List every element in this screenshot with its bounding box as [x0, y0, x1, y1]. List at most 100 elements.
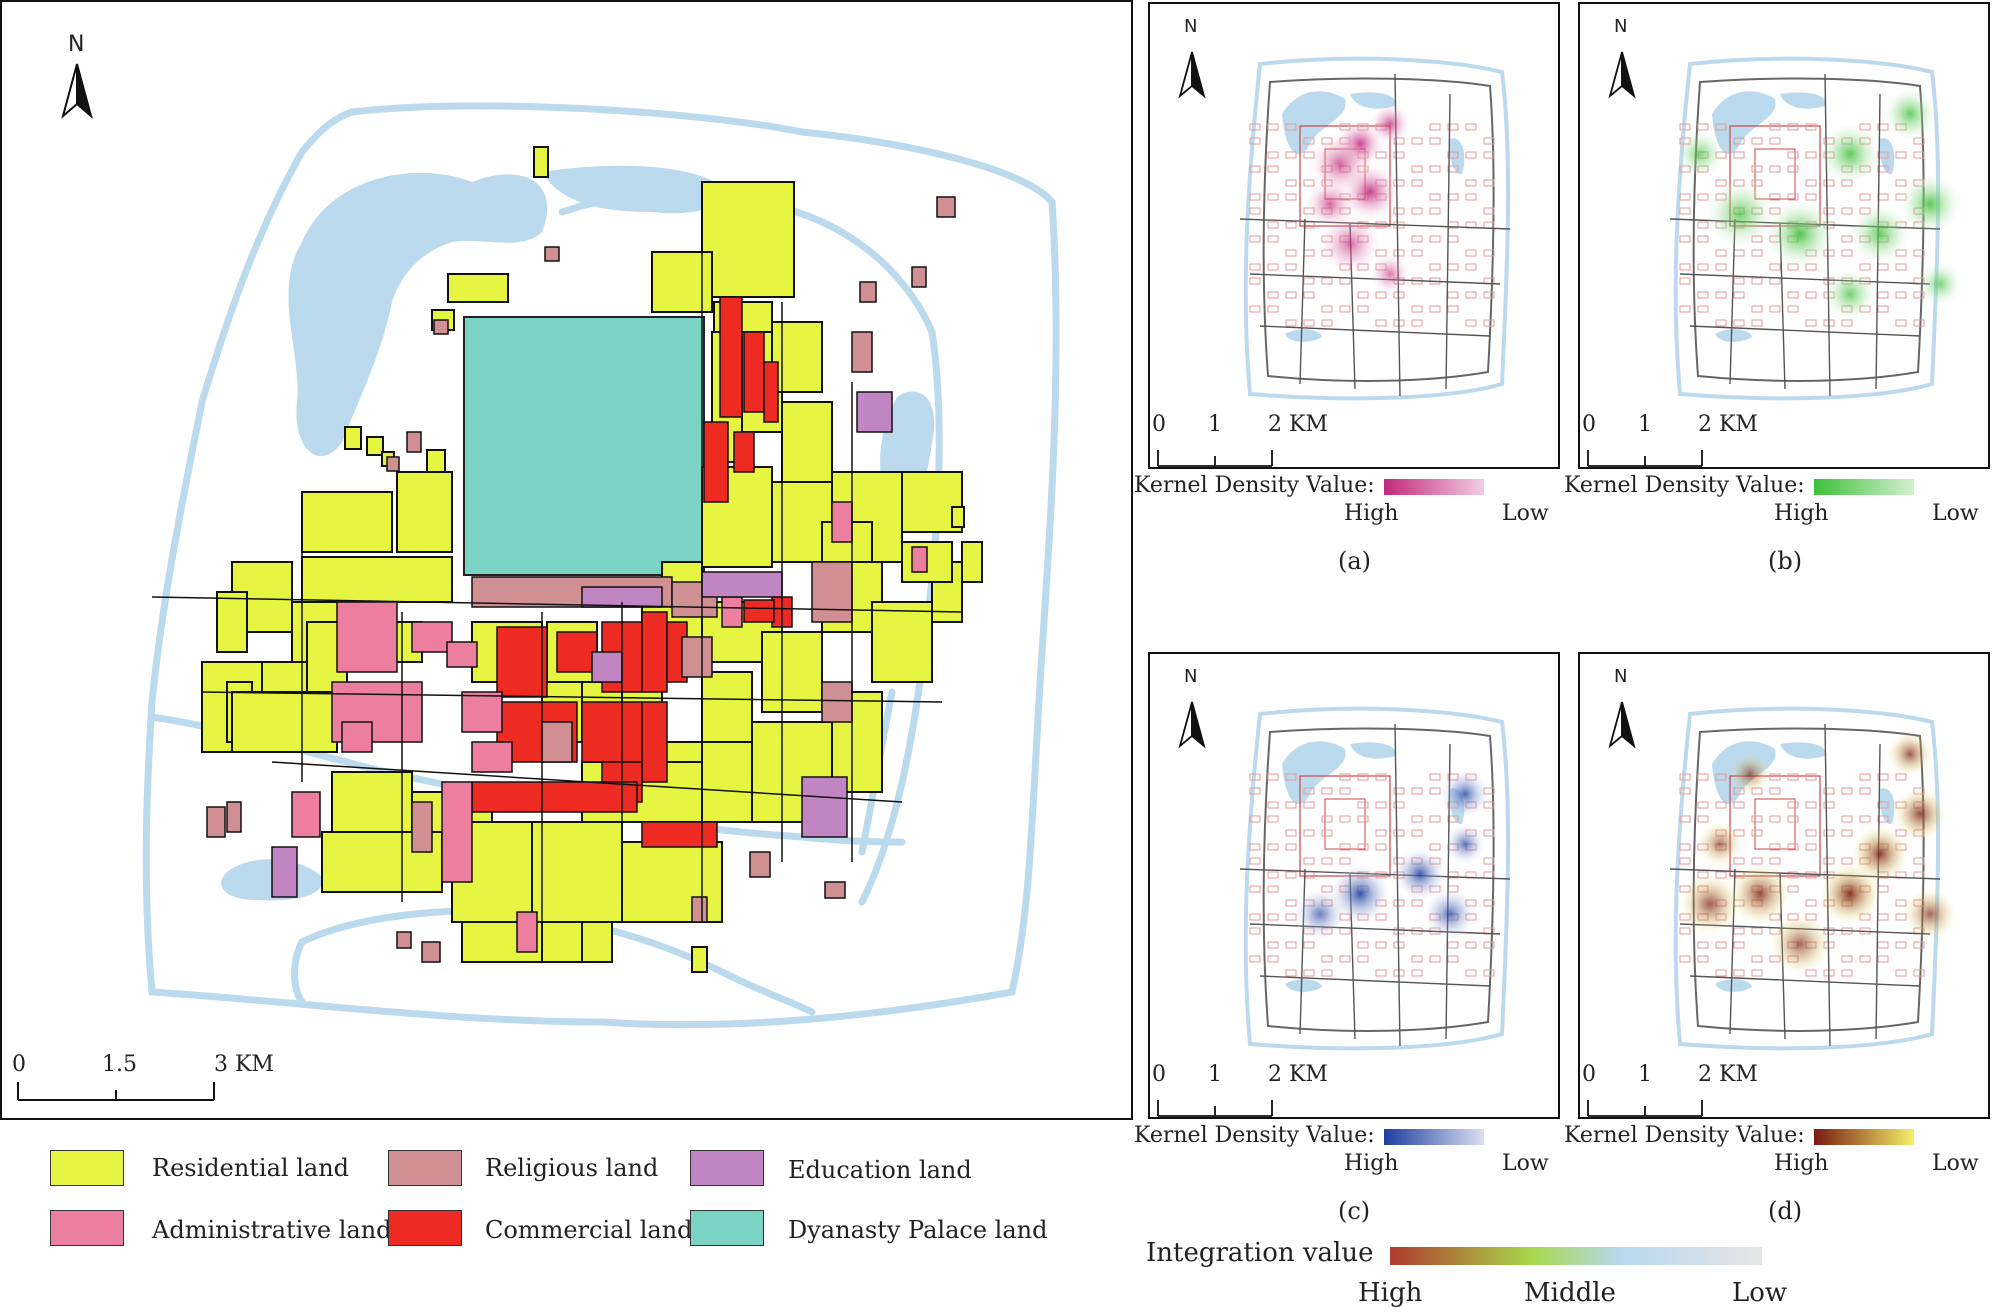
scale-label-0: 0: [1582, 1062, 1596, 1087]
scale-label-0: 0: [1152, 1062, 1166, 1087]
density-blob: [1850, 204, 1910, 264]
density-blob: [1766, 200, 1834, 268]
density-map-canvas: [1157, 51, 1511, 467]
integration-gradient-bar: [1390, 1247, 1762, 1265]
residential-block: [701, 671, 753, 743]
north-lake: [288, 172, 548, 457]
main-scale-1: 1.5: [102, 1052, 137, 1077]
religious-block: [433, 319, 449, 335]
religious-block: [411, 801, 433, 853]
legend-swatch-residential: [50, 1150, 124, 1186]
commercial-block: [471, 781, 638, 813]
density-blob: [1824, 268, 1876, 320]
street-line: [201, 691, 943, 703]
density-blob: [1294, 888, 1346, 940]
commercial-block: [556, 631, 598, 673]
residential-block: [691, 946, 708, 973]
kernel-density-gradient: [1384, 1129, 1484, 1145]
lake: [1449, 138, 1465, 175]
legend-label-palace: Dyanasty Palace land: [788, 1216, 1048, 1244]
street-line: [271, 761, 903, 803]
residential-block: [751, 721, 833, 823]
north-label: N: [1184, 666, 1198, 687]
administrative-block: [291, 791, 321, 838]
density-map-canvas: [1157, 701, 1511, 1117]
north-arrow: [1608, 701, 1636, 749]
kernel-density-label: Kernel Density Value:: [1564, 1123, 1805, 1148]
palace-land: [463, 316, 705, 576]
legend-swatch-palace: [690, 1210, 764, 1246]
education-block: [591, 651, 623, 683]
density-blob: [1820, 124, 1880, 184]
lake: [1780, 92, 1826, 109]
density-map-panel: N 0 1 2 KM: [1578, 2, 1990, 469]
religious-block: [396, 931, 412, 949]
density-map-canvas: [1587, 51, 1962, 467]
legend-swatch-commercial: [388, 1210, 462, 1246]
religious-block: [749, 851, 771, 878]
residential-block: [581, 921, 613, 963]
administrative-block: [441, 781, 473, 883]
residential-block: [533, 146, 549, 178]
kernel-density-high: High: [1774, 501, 1829, 526]
density-blob: [1852, 826, 1908, 882]
residential-block: [781, 401, 833, 483]
density-blob: [1370, 104, 1410, 144]
lake: [1350, 92, 1396, 109]
legend-label-education: Education land: [788, 1156, 972, 1184]
density-blob: [1306, 180, 1354, 228]
commercial-block: [641, 821, 718, 848]
religious-block: [406, 431, 422, 453]
north-arrow: [1608, 51, 1636, 99]
administrative-block: [721, 596, 743, 628]
density-blob: [1706, 180, 1774, 248]
commercial-block: [743, 331, 765, 413]
legend-swatch-religious: [388, 1150, 462, 1186]
main-scale-0: 0: [12, 1052, 26, 1077]
religious-block: [851, 331, 873, 373]
density-map-panel: N 0 1 2 KM: [1148, 2, 1560, 469]
commercial-block: [496, 626, 548, 698]
residential-block: [701, 741, 753, 823]
legend-label-administrative: Administrative land: [152, 1216, 392, 1244]
kernel-density-low: Low: [1932, 501, 1979, 526]
main-map-canvas: [17, 63, 1060, 1101]
west-branch: [291, 938, 306, 1006]
residential-block: [771, 321, 823, 393]
commercial-block: [641, 701, 668, 783]
moat: [1673, 56, 1941, 401]
density-blob: [1424, 888, 1476, 940]
scale-label-2: 2 KM: [1268, 1062, 1328, 1087]
administrative-block: [831, 501, 853, 543]
density-blob: [1680, 874, 1740, 934]
lake: [1282, 741, 1346, 804]
outer-moat: [142, 102, 1060, 1029]
religious-block: [226, 801, 242, 833]
residential-block: [366, 436, 384, 456]
commercial-block: [703, 421, 729, 503]
density-blob: [1730, 864, 1790, 924]
north-arrow: [1178, 51, 1206, 99]
north-label: N: [1184, 16, 1198, 37]
kernel-density-high: High: [1344, 501, 1399, 526]
administrative-block: [516, 911, 538, 953]
moat: [1243, 706, 1511, 1051]
religious-block: [911, 266, 927, 288]
residential-block: [344, 426, 362, 450]
religious-block: [541, 721, 573, 763]
administrative-block: [911, 546, 928, 573]
residential-block: [231, 691, 338, 753]
administrative-block: [461, 691, 503, 733]
legend-swatch-education: [690, 1150, 764, 1186]
education-block: [801, 776, 848, 838]
main-map: N 0 1.5 3 KM: [0, 0, 1133, 1120]
residential-block: [651, 251, 713, 313]
density-blob: [1730, 754, 1770, 794]
lake: [1285, 979, 1322, 992]
commercial-block: [719, 296, 743, 418]
lake: [1715, 329, 1752, 342]
north-arrow: [61, 63, 93, 119]
kernel-density-low: Low: [1502, 501, 1549, 526]
panel-caption: (a): [1338, 547, 1372, 575]
residential-block: [216, 591, 248, 653]
